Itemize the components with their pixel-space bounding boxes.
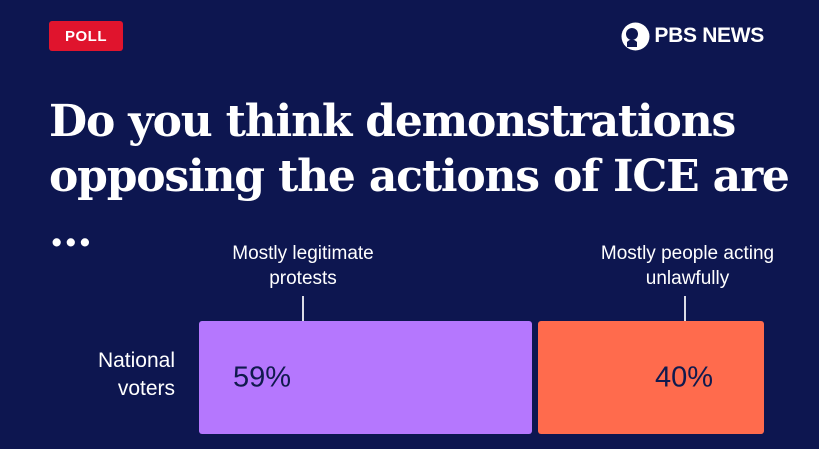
data-label-unlawful: 40% [654, 361, 713, 393]
bar-legitimate: 59% [199, 321, 533, 434]
series-label-unlawful: Mostly people acting unlawfully [600, 243, 775, 289]
connector-line-legitimate [302, 296, 304, 321]
bar-unlawful: 40% [538, 321, 764, 434]
chart-title: Do you think demonstrations opposing the… [49, 96, 790, 257]
pbs-head-logo-icon [621, 22, 650, 51]
connector-line-unlawful [684, 296, 686, 321]
category-label: National voters [97, 349, 175, 400]
brand-logo: PBS NEWS [621, 21, 764, 51]
poll-badge: POLL [49, 21, 123, 51]
data-label-legitimate: 59% [233, 361, 292, 393]
brand-name: PBS NEWS [654, 24, 764, 47]
series-label-legitimate: Mostly legitimate protests [232, 243, 374, 289]
